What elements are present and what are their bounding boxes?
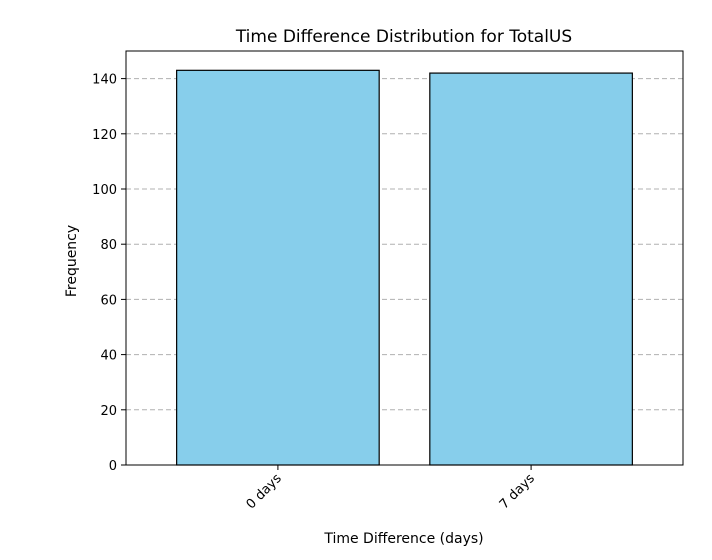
chart-title: Time Difference Distribution for TotalUS bbox=[235, 27, 572, 47]
y-axis: 0 20 40 60 80 100 120 140 bbox=[92, 73, 126, 474]
y-tick-label: 20 bbox=[100, 404, 117, 419]
x-axis: 0 days 7 days bbox=[244, 465, 538, 512]
y-tick-label: 140 bbox=[92, 73, 117, 88]
x-axis-label: Time Difference (days) bbox=[323, 531, 483, 547]
y-tick-label: 60 bbox=[100, 293, 117, 308]
y-axis-label: Frequency bbox=[64, 225, 80, 297]
x-tick-label: 0 days bbox=[244, 471, 285, 512]
bars bbox=[176, 69, 633, 466]
bar bbox=[176, 69, 380, 466]
bar bbox=[429, 72, 633, 466]
plot-frame bbox=[125, 50, 684, 466]
y-tick-label: 100 bbox=[92, 183, 117, 198]
y-tick-label: 40 bbox=[100, 349, 117, 364]
x-tick-label: 7 days bbox=[497, 471, 538, 512]
y-tick-label: 80 bbox=[100, 238, 117, 253]
y-tick-label: 120 bbox=[92, 128, 117, 143]
y-tick-label: 0 bbox=[109, 459, 117, 474]
